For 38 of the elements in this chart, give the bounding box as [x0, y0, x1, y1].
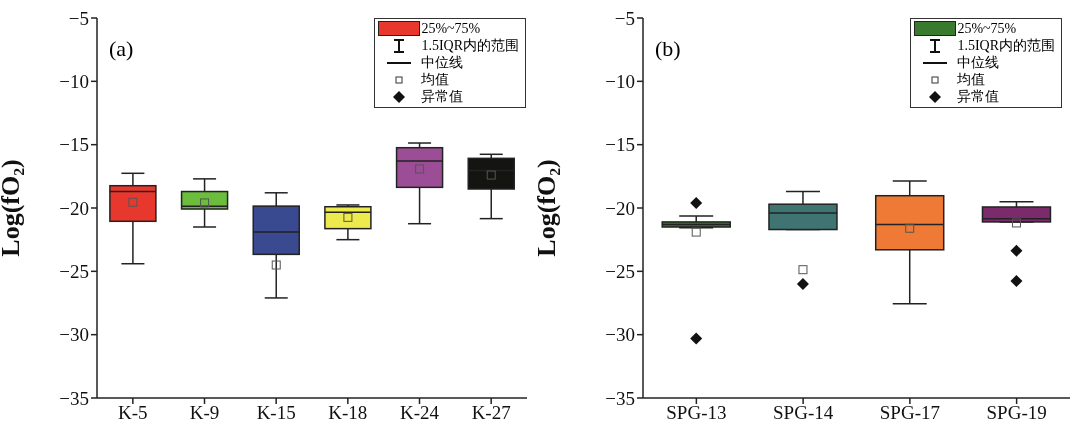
y-tick-label: −5: [68, 7, 89, 29]
y-tick-label: −25: [59, 261, 89, 283]
annotation: 中位线: [957, 53, 1000, 72]
x-tick-label: K-18: [328, 402, 368, 424]
y-tick-label: −10: [59, 71, 89, 93]
x-tick-label: SPG-17: [879, 402, 940, 424]
x-tick-label: K-9: [189, 402, 220, 424]
y-axis-title: Log(fO₂): [532, 159, 562, 257]
annotation: 1.5IQR内的范围: [957, 36, 1055, 55]
y-tick-label: −35: [605, 387, 635, 409]
annotation: 25%~75%: [957, 20, 1017, 37]
x-tick-label: SPG-14: [773, 402, 834, 424]
y-tick-label: −5: [614, 7, 635, 29]
y-tick-label: −20: [605, 197, 635, 219]
text: (a): [109, 36, 134, 62]
y-tick-label: −15: [59, 134, 89, 156]
annotation: 异常值: [957, 87, 1000, 106]
annotation: 中位线: [421, 53, 464, 72]
annotation: 均值: [957, 70, 986, 89]
annotation: 25%~75%: [421, 20, 481, 37]
y-tick-label: −35: [59, 387, 89, 409]
x-tick-label: K-27: [471, 402, 511, 424]
annotation: 异常值: [421, 87, 464, 106]
annotation: 均值: [421, 70, 450, 89]
y-tick-label: −15: [605, 134, 635, 156]
x-tick-label: SPG-13: [666, 402, 727, 424]
y-tick-label: −30: [59, 324, 89, 346]
y-tick-label: −25: [605, 261, 635, 283]
annotation: 1.5IQR内的范围: [421, 36, 519, 55]
y-tick-label: −10: [605, 71, 635, 93]
y-tick-label: −20: [59, 197, 89, 219]
x-tick-label: K-15: [256, 402, 296, 424]
text: (b): [655, 36, 681, 62]
y-axis-title: Log(fO₂): [0, 159, 26, 257]
x-tick-label: K-24: [399, 402, 440, 424]
x-tick-label: SPG-19: [986, 402, 1047, 424]
y-tick-label: −30: [605, 324, 635, 346]
x-tick-label: K-5: [118, 402, 148, 424]
